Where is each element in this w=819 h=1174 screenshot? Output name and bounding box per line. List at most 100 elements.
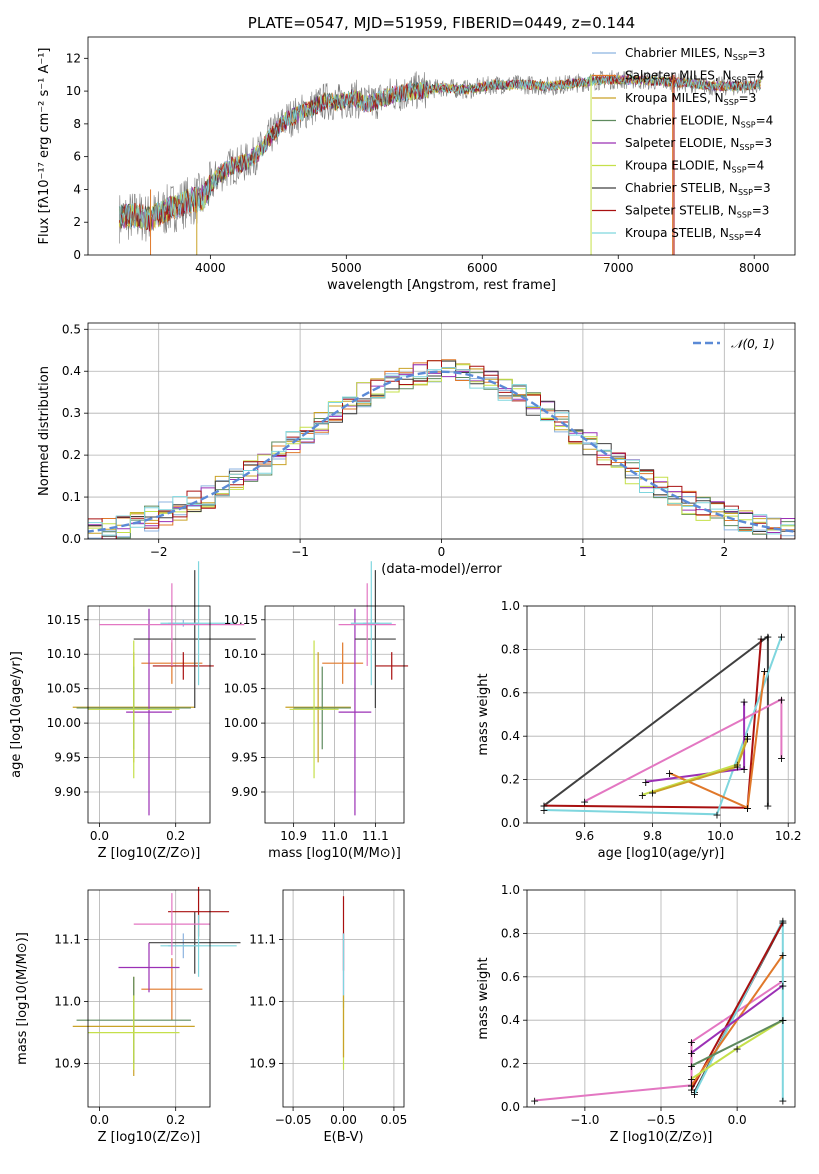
y-tick-label: 0.4 xyxy=(62,364,81,378)
y-tick-label: 0.0 xyxy=(501,816,520,830)
mass_vs_Z-points xyxy=(72,886,241,1076)
marker-plus: + xyxy=(687,1073,696,1086)
legend-label-part: =4 xyxy=(747,69,765,83)
marker-plus: + xyxy=(687,1047,696,1060)
legend-label: Kroupa MILES, NSSP=3 xyxy=(625,91,756,107)
legend-label-sub: SSP xyxy=(741,121,756,130)
errorbar-point xyxy=(149,911,241,974)
x-tick-label: 9.6 xyxy=(575,829,594,843)
marker-plus: + xyxy=(687,1084,696,1097)
mass_vs_ebv-axes: −0.05 0.00 0.05 10.9 11.0 11.1 xyxy=(249,890,407,1127)
y-tick-label: 11.1 xyxy=(54,933,81,947)
errorbar-point xyxy=(293,666,351,750)
mass_vs_Z-frame xyxy=(87,889,211,1108)
age_vs_Z-axes: 0.0 0.2 9.90 9.95 10.00 10.05 10.10 10.15 xyxy=(47,606,210,843)
marker-plus: + xyxy=(690,1088,699,1101)
marker-plus: + xyxy=(778,1014,787,1027)
errorbar-point xyxy=(322,642,364,684)
weight_vs_Z-frame xyxy=(526,889,796,1108)
mass_vs_Z-axes: 0.0 0.2 10.9 11.0 11.1 xyxy=(54,890,210,1127)
marker-plus: + xyxy=(778,914,787,927)
weight-series-line xyxy=(691,1019,784,1067)
y-tick-label: 10.15 xyxy=(47,613,81,627)
y-tick-label: 10.05 xyxy=(224,682,258,696)
x-tick-label: 11.0 xyxy=(321,829,348,843)
y-tick-label: 0.8 xyxy=(501,642,520,656)
y-axis-label: mass weight xyxy=(476,957,491,1039)
y-tick-label: 11.0 xyxy=(249,995,276,1009)
y-axis-label: Flux [fλ10⁻¹⁷ erg cm⁻² s⁻¹ A⁻¹] xyxy=(37,48,52,245)
age_vs_Z-frame xyxy=(87,605,211,824)
y-tick-label: 9.95 xyxy=(231,751,258,765)
y-tick-label: 0.6 xyxy=(501,970,520,984)
marker-plus: + xyxy=(733,761,742,774)
errorbar-point xyxy=(152,652,214,680)
x-tick-label: 1 xyxy=(579,545,587,559)
y-tick-label: 8 xyxy=(73,117,81,131)
mass_vs_ebv-frame xyxy=(282,889,405,1108)
y-tick-label: 10.10 xyxy=(47,647,81,661)
y-tick-label: 0.2 xyxy=(501,1057,520,1071)
marker-plus: + xyxy=(777,693,786,706)
legend-label: Kroupa ELODIE, NSSP=4 xyxy=(625,159,764,175)
y-tick-label: 0.5 xyxy=(62,322,81,336)
legend-label-part: =3 xyxy=(739,91,757,105)
histogram-series xyxy=(88,367,795,538)
x-axis-label: Z [log10(Z/Z⊙)] xyxy=(610,1130,713,1145)
y-tick-label: 0.2 xyxy=(501,773,520,787)
x-tick-label: 6000 xyxy=(467,261,498,275)
x-tick-label: 0.2 xyxy=(166,1113,185,1127)
marker-plus: + xyxy=(687,1079,696,1092)
errorbar-point xyxy=(375,652,409,680)
marker-plus: + xyxy=(539,800,548,813)
x-tick-label: 9.8 xyxy=(643,829,662,843)
weight-series-line xyxy=(543,636,783,816)
y-tick-label: 0.4 xyxy=(501,1013,520,1027)
marker-plus: + xyxy=(763,630,772,643)
legend-label-sub: SSP xyxy=(738,188,753,197)
y-tick-label: 6 xyxy=(73,150,81,164)
spectrum-lines xyxy=(118,69,762,255)
legend-label-part: Chabrier ELODIE, N xyxy=(625,114,741,128)
y-tick-label: 0.0 xyxy=(62,532,81,546)
y-tick-label: 0.2 xyxy=(62,448,81,462)
errorbar-point xyxy=(141,958,203,1021)
y-tick-label: 10.00 xyxy=(47,716,81,730)
histograms xyxy=(88,359,795,539)
weight-series-line xyxy=(669,670,766,810)
weight-series-line xyxy=(652,738,749,794)
weight-series-line xyxy=(690,922,784,1091)
x-axis-label: mass [log10(M/M⊙)] xyxy=(268,846,401,861)
marker-plus: + xyxy=(777,630,786,643)
legend-label-part: Salpeter STELIB, N xyxy=(625,204,737,218)
model-spectrum-line xyxy=(118,74,761,232)
y-axis-label: Normed distribution xyxy=(37,366,52,496)
errorbar-point xyxy=(338,608,372,816)
errorbar-point xyxy=(88,995,180,1070)
weight_vs_Z-series: ++++++++++++++++++++ xyxy=(530,914,787,1107)
errorbar-point xyxy=(160,561,237,686)
marker-plus: + xyxy=(530,1094,539,1107)
residuals-frame xyxy=(87,322,796,540)
gaussian-curve xyxy=(88,370,795,533)
marker-plus: + xyxy=(760,665,769,678)
spectrum-frame xyxy=(87,36,796,256)
x-tick-label: 0 xyxy=(438,545,446,559)
y-tick-label: 0.4 xyxy=(501,729,520,743)
errorbar-point xyxy=(285,652,351,763)
weight-series-line xyxy=(584,697,783,803)
legend-label: Chabrier STELIB, NSSP=3 xyxy=(625,181,771,197)
marker-plus: + xyxy=(778,917,787,930)
y-axis-label: mass [log10(M/M⊙)] xyxy=(15,932,30,1065)
x-tick-label: 0.00 xyxy=(330,1113,357,1127)
x-tick-label: 10.9 xyxy=(280,829,307,843)
x-tick-label: 11.1 xyxy=(362,829,389,843)
legend-label-part: =4 xyxy=(747,159,765,173)
marker-plus: + xyxy=(687,1079,696,1092)
age_vs_mass-frame xyxy=(264,605,405,824)
weight-series-line xyxy=(534,980,784,1102)
y-tick-label: 0.8 xyxy=(501,926,520,940)
x-tick-label: 8000 xyxy=(739,261,770,275)
marker-plus: + xyxy=(687,1060,696,1073)
marker-plus: + xyxy=(580,795,589,808)
